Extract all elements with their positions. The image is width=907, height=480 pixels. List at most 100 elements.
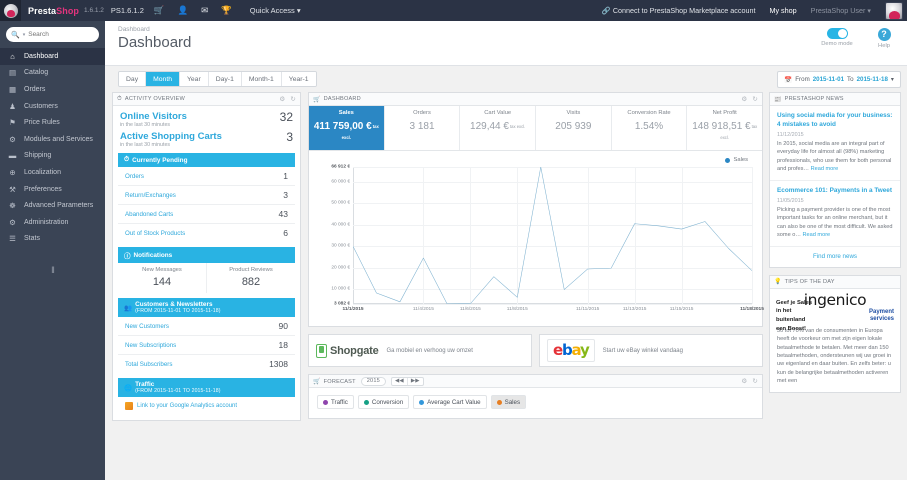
sidebar-item-advanced-parameters[interactable]: ☸ Advanced Parameters — [0, 197, 105, 214]
search-box[interactable]: 🔍 ▾ — [6, 27, 117, 42]
wrench-icon: ⚒ — [9, 184, 16, 194]
my-shop-link[interactable]: My shop — [769, 6, 797, 15]
chevron-down-icon: ▾ — [867, 6, 871, 15]
refresh-icon[interactable]: ↻ — [752, 378, 758, 385]
google-analytics-link[interactable]: Link to your Google Analytics account — [118, 397, 295, 415]
user-menu[interactable]: PrestaShop User ▾ — [810, 6, 871, 15]
news-title[interactable]: Using social media for your business: 4 … — [777, 112, 893, 128]
forecast-chip-average-cart-value[interactable]: Average Cart Value — [413, 395, 487, 409]
pending-row[interactable]: Return/Exchanges 3 — [118, 186, 295, 205]
customer-value: 18 — [278, 340, 288, 350]
period-button-month[interactable]: Month — [146, 72, 180, 86]
chevron-down-icon[interactable]: ▾ — [22, 31, 26, 38]
kpi-sales[interactable]: Sales 411 759,00 €tax excl. — [309, 106, 385, 150]
quick-access-menu[interactable]: Quick Access ▾ — [249, 6, 301, 15]
x-tick-label: 11/1/2015 — [342, 307, 364, 312]
period-button-day-1[interactable]: Day-1 — [208, 72, 242, 86]
pending-row[interactable]: Out of Stock Products 6 — [118, 224, 295, 242]
sidebar-item-stats[interactable]: ☰ Stats — [0, 231, 105, 248]
user-icon[interactable]: 👤 — [177, 5, 189, 16]
ebay-logo: ebay — [547, 339, 595, 362]
kpi-conversion-rate[interactable]: Conversion Rate 1.54% — [612, 106, 688, 150]
sidebar-item-catalog[interactable]: ▤ Catalog — [0, 65, 105, 82]
customer-row[interactable]: Total Subscribers 1308 — [118, 355, 295, 373]
avatar[interactable] — [885, 1, 903, 20]
orders-icon: ▦ — [8, 84, 17, 94]
sidebar-item-customers[interactable]: ♟ Customers — [0, 98, 105, 115]
notification-cell[interactable]: New Messages 144 — [118, 263, 207, 293]
sidebar-item-orders[interactable]: ▦ Orders — [0, 81, 105, 98]
panel-title: ACTIVITY OVERVIEW — [124, 96, 185, 102]
customers-icon: ♟ — [9, 101, 16, 111]
gear-icon[interactable]: ⚙ — [741, 96, 748, 103]
activity-overview-column: ⏱ ACTIVITY OVERVIEW ⚙ ↻ Online Visitors … — [112, 92, 301, 428]
refresh-icon[interactable]: ↻ — [290, 96, 296, 103]
kpi-net-profit[interactable]: Net Profit 148 918,51 €tax excl. — [687, 106, 762, 150]
ingenico-ad[interactable]: Geef je Sales in het buitenland een Boos… — [770, 289, 900, 332]
period-button-day[interactable]: Day — [119, 72, 147, 86]
gridline — [470, 167, 472, 304]
gridline — [353, 203, 752, 205]
period-button-month-1[interactable]: Month-1 — [241, 72, 282, 86]
help-icon[interactable]: ? — [877, 28, 891, 41]
forecast-chip-traffic[interactable]: Traffic — [317, 395, 354, 409]
y-axis — [353, 167, 354, 304]
read-more-link[interactable]: Read more — [802, 231, 831, 238]
pending-row[interactable]: Abandoned Carts 43 — [118, 205, 295, 224]
online-visitors-title: Online Visitors — [120, 111, 187, 122]
kpi-strip: Sales 411 759,00 €tax excl. Orders 3 181 Car… — [309, 106, 762, 151]
search-icon: 🔍 — [11, 31, 20, 39]
envelope-icon[interactable]: ✉ — [201, 5, 209, 16]
sidebar-item-administration[interactable]: ⚙ Administration — [0, 214, 105, 231]
demo-mode-toggle[interactable] — [826, 28, 848, 39]
kpi-cart-value[interactable]: Cart Value 129,44 €tax excl. — [460, 106, 537, 150]
marketplace-link[interactable]: 🔗 Connect to PrestaShop Marketplace acco… — [601, 6, 756, 15]
trophy-icon[interactable]: 🏆 — [221, 5, 232, 16]
prestashop-logo-button[interactable] — [0, 0, 21, 21]
shopgate-banner[interactable]: Shopgate Ga mobiel en verhoog uw omzet — [308, 334, 532, 367]
refresh-icon[interactable]: ↻ — [752, 96, 758, 103]
gear-icon[interactable]: ⚙ — [279, 96, 286, 103]
active-carts-row: Active Shopping Carts in the last 30 min… — [113, 129, 300, 153]
search-input[interactable] — [28, 31, 117, 38]
kpi-visits[interactable]: Visits 205 939 — [536, 106, 612, 150]
sidebar-item-localization[interactable]: ⊕ Localization — [0, 164, 105, 181]
news-title[interactable]: Ecommerce 101: Payments in a Tweet — [777, 186, 892, 194]
ebay-letter-b: b — [561, 341, 573, 359]
kpi-orders[interactable]: Orders 3 181 — [385, 106, 461, 150]
customer-row[interactable]: New Subscriptions 18 — [118, 336, 295, 355]
notification-cell[interactable]: Product Reviews 882 — [207, 263, 295, 293]
customers-list: New Customers 90 New Subscriptions 18 Total … — [118, 317, 295, 373]
cart-icon[interactable]: 🛒 — [153, 5, 165, 16]
x-tick-label: 11/11/2015 — [576, 307, 600, 312]
tips-of-the-day-panel: 💡 TIPS OF THE DAY Geef je Sales in het b… — [769, 274, 901, 393]
sidebar-item-preferences[interactable]: ⚒ Preferences — [0, 181, 105, 198]
read-more-link[interactable]: Read more — [810, 165, 839, 172]
sidebar-collapse-button[interactable]: ‖ — [51, 265, 55, 276]
sidebar-item-shipping[interactable]: ▬ Shipping — [0, 148, 105, 165]
gridline — [681, 167, 683, 304]
customer-row[interactable]: New Customers 90 — [118, 317, 295, 336]
kpi-suffix: tax excl. — [509, 124, 526, 129]
gear-icon[interactable]: ⚙ — [741, 378, 748, 385]
news-date: 11/05/2015 — [777, 198, 804, 205]
sidebar-item-dashboard[interactable]: ⌂ Dashboard — [0, 48, 105, 65]
period-button-year[interactable]: Year — [179, 72, 209, 86]
gridline — [353, 267, 752, 269]
sidebar-item-price-rules[interactable]: ⚑ Price Rules — [0, 114, 105, 131]
pending-row[interactable]: Orders 1 — [118, 167, 295, 186]
forecast-chip-sales[interactable]: Sales — [490, 395, 527, 409]
gridline — [423, 167, 425, 304]
forecast-next-button[interactable]: ▶▶ — [410, 378, 420, 384]
sidebar-item-modules-and-services[interactable]: ⚙ Modules and Services — [0, 131, 105, 148]
google-analytics-icon — [125, 402, 133, 410]
truck-icon: ▬ — [8, 151, 17, 161]
forecast-chip-conversion[interactable]: Conversion — [357, 395, 410, 409]
forecast-prev-button[interactable]: ◀◀ — [392, 377, 408, 385]
find-more-news-link[interactable]: Find more news — [812, 252, 858, 260]
period-button-year-1[interactable]: Year-1 — [281, 72, 316, 86]
ebay-banner[interactable]: ebay Start uw eBay winkel vandaag — [539, 334, 763, 367]
forecast-year[interactable]: 2015 — [360, 376, 386, 386]
date-range-picker[interactable]: 📅 From 2015-11-01 To 2015-11-18 ▾ — [777, 71, 901, 88]
topbar-icon-group: 🛒 👤 ✉ 🏆 — [154, 6, 232, 15]
